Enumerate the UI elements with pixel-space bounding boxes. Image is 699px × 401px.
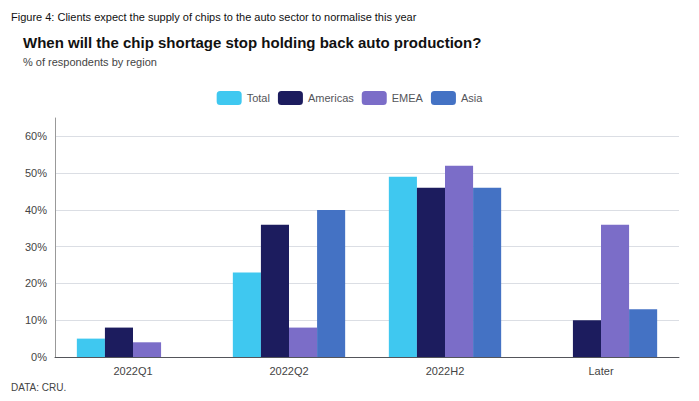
- svg-text:0%: 0%: [31, 351, 47, 363]
- svg-text:2022Q2: 2022Q2: [269, 365, 308, 377]
- svg-text:Asia: Asia: [461, 92, 483, 104]
- svg-text:% of respondents by region: % of respondents by region: [23, 56, 157, 68]
- svg-text:Figure 4: Clients expect the s: Figure 4: Clients expect the supply of c…: [11, 11, 417, 23]
- svg-text:When will the chip shortage st: When will the chip shortage stop holding…: [23, 34, 481, 51]
- svg-text:Americas: Americas: [308, 92, 354, 104]
- svg-text:20%: 20%: [25, 277, 47, 289]
- svg-text:40%: 40%: [25, 204, 47, 216]
- svg-text:Later: Later: [588, 365, 613, 377]
- svg-text:10%: 10%: [25, 314, 47, 326]
- svg-text:30%: 30%: [25, 241, 47, 253]
- svg-text:2022H2: 2022H2: [426, 365, 465, 377]
- svg-text:EMEA: EMEA: [392, 92, 424, 104]
- svg-text:Total: Total: [247, 92, 270, 104]
- svg-text:50%: 50%: [25, 167, 47, 179]
- svg-text:DATA: CRU.: DATA: CRU.: [11, 382, 66, 393]
- svg-text:2022Q1: 2022Q1: [113, 365, 152, 377]
- svg-text:60%: 60%: [25, 130, 47, 142]
